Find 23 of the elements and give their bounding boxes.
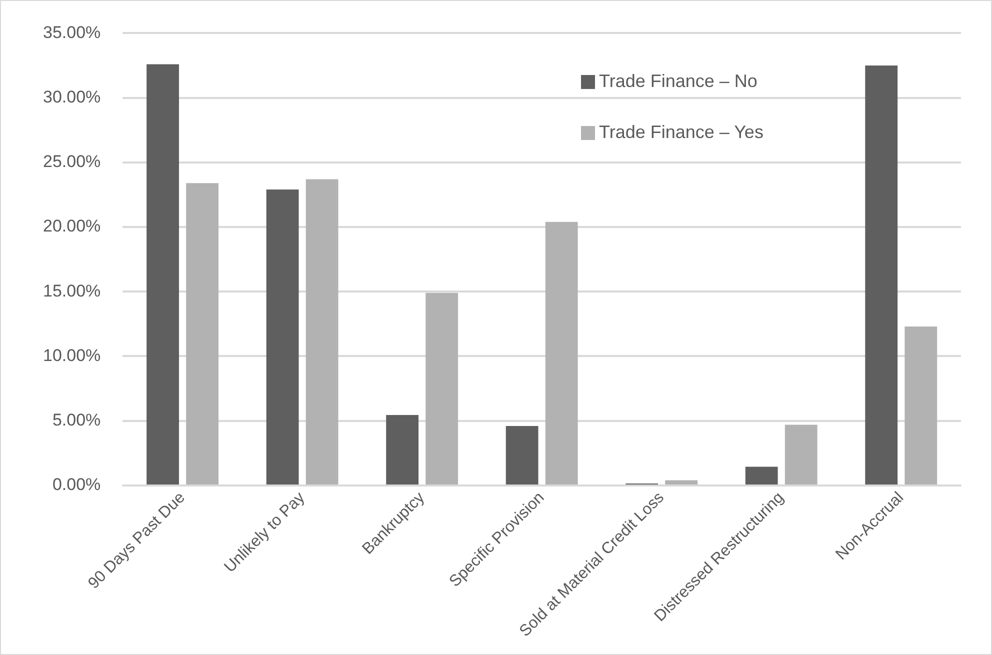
bar	[306, 179, 338, 484]
bar	[186, 183, 219, 484]
y-tick-label: 25.00%	[42, 152, 101, 172]
bar	[426, 292, 458, 484]
bar	[665, 480, 698, 484]
bar	[506, 426, 538, 484]
bar	[266, 190, 299, 484]
bar	[904, 326, 938, 484]
bar	[745, 466, 778, 484]
bar	[865, 66, 898, 484]
legend-label: Trade Finance – No	[599, 71, 758, 92]
bar	[545, 222, 578, 484]
y-tick-label: 20.00%	[42, 216, 101, 236]
legend-label: Trade Finance – Yes	[599, 122, 764, 143]
y-tick-label: 10.00%	[42, 346, 101, 365]
bar	[386, 415, 419, 484]
bar	[784, 424, 818, 484]
y-tick-label: 30.00%	[42, 87, 101, 106]
y-tick-label: 5.00%	[52, 410, 101, 430]
bar	[146, 64, 179, 484]
y-tick-label: 35.00%	[42, 22, 101, 42]
y-tick-label: 0.00%	[52, 475, 101, 494]
y-tick-label: 15.00%	[42, 281, 101, 300]
